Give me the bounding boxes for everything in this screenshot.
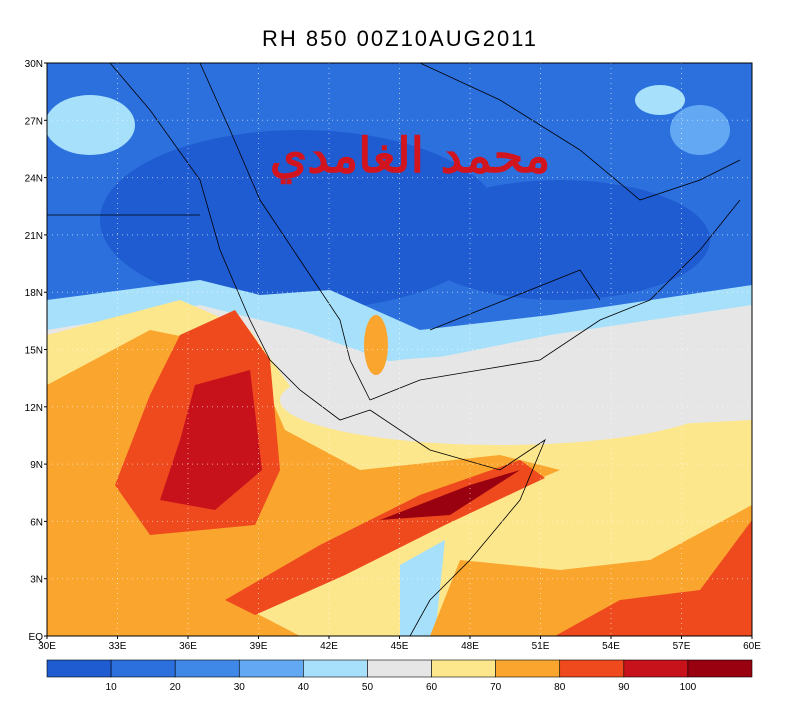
colorbar-swatch [687, 659, 753, 678]
lat-label: 18N [25, 288, 43, 299]
lon-label: 39E [250, 641, 268, 652]
lat-label: 30N [25, 59, 43, 70]
colorbar-label: 30 [234, 682, 246, 693]
colorbar-swatch [431, 659, 496, 678]
lat-label: EQ [29, 632, 44, 643]
colorbar-label: 90 [618, 682, 630, 693]
graticule [47, 63, 752, 636]
watermark: محمد الغامدي [270, 128, 551, 185]
colorbar: 10 20 30 40 50 60 70 80 90 100 [46, 659, 753, 693]
colorbar-label: 50 [362, 682, 374, 693]
colorbar-swatch [559, 659, 625, 678]
lat-label: 3N [30, 575, 43, 586]
lat-label: 9N [30, 460, 43, 471]
lon-label: 45E [391, 641, 409, 652]
lon-label: 33E [109, 641, 127, 652]
lon-label: 48E [461, 641, 479, 652]
colorbar-swatch [495, 659, 561, 678]
lon-label: 30E [38, 641, 56, 652]
colorbar-swatch [46, 659, 112, 678]
lat-label: 6N [30, 517, 43, 528]
rh-field [47, 63, 752, 636]
lon-label: 57E [673, 641, 691, 652]
colorbar-label: 10 [106, 682, 118, 693]
map-title: RH 850 00Z10AUG2011 [262, 26, 538, 51]
lon-label: 51E [532, 641, 550, 652]
lat-label: 12N [25, 403, 43, 414]
lat-label: 27N [25, 116, 43, 127]
lat-label: 24N [25, 174, 43, 185]
colorbar-swatch [110, 659, 176, 678]
colorbar-swatch [623, 659, 689, 678]
colorbar-swatch [174, 659, 240, 678]
lat-label: 21N [25, 231, 43, 242]
lon-label: 60E [743, 641, 761, 652]
colorbar-label: 60 [426, 682, 438, 693]
colorbar-swatch [367, 659, 432, 678]
lon-label: 54E [602, 641, 620, 652]
lat-label: 15N [25, 346, 43, 357]
colorbar-label: 80 [554, 682, 566, 693]
colorbar-swatch [303, 659, 368, 678]
colorbar-label: 20 [170, 682, 182, 693]
axis-labels: EQ 3N 6N 9N 12N 15N 18N 21N 24N 27N 30N 30E 33E 36E 39… [25, 59, 762, 652]
colorbar-swatch [238, 659, 304, 678]
colorbar-label: 100 [680, 682, 697, 693]
colorbar-label: 40 [298, 682, 310, 693]
colorbar-label: 70 [490, 682, 502, 693]
lon-label: 36E [179, 641, 197, 652]
lon-label: 42E [320, 641, 338, 652]
